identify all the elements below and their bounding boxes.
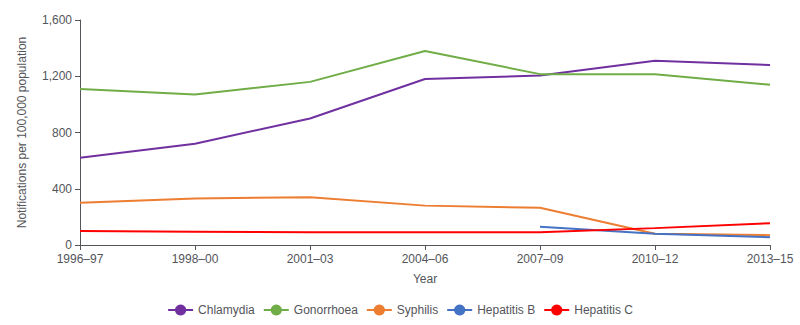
svg-text:Notifications per 100,000 popu: Notifications per 100,000 population xyxy=(15,37,29,228)
svg-text:2001–03: 2001–03 xyxy=(287,252,334,266)
svg-text:Hepatitis B: Hepatitis B xyxy=(477,303,535,317)
svg-text:2004–06: 2004–06 xyxy=(402,252,449,266)
svg-text:0: 0 xyxy=(65,238,72,252)
svg-text:1996–97: 1996–97 xyxy=(57,252,104,266)
svg-text:Syphilis: Syphilis xyxy=(397,303,438,317)
svg-text:1,600: 1,600 xyxy=(42,13,72,27)
svg-text:400: 400 xyxy=(52,182,72,196)
svg-text:Year: Year xyxy=(413,272,437,286)
svg-text:Chlamydia: Chlamydia xyxy=(198,303,255,317)
svg-text:2013–15: 2013–15 xyxy=(747,252,794,266)
svg-text:Gonorrhoea: Gonorrhoea xyxy=(294,303,358,317)
svg-text:2010–12: 2010–12 xyxy=(632,252,679,266)
svg-text:2007–09: 2007–09 xyxy=(517,252,564,266)
svg-text:800: 800 xyxy=(52,126,72,140)
svg-text:Hepatitis C: Hepatitis C xyxy=(574,303,633,317)
svg-text:1,200: 1,200 xyxy=(42,69,72,83)
svg-text:1998–00: 1998–00 xyxy=(172,252,219,266)
